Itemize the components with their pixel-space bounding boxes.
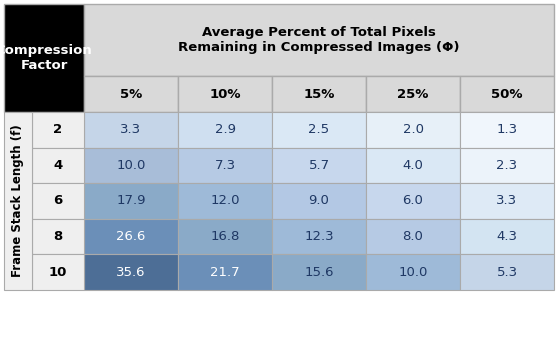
Bar [84, 4, 554, 76]
Bar [32, 148, 84, 183]
Text: 21.7: 21.7 [210, 266, 240, 279]
Bar [366, 148, 460, 183]
Bar [178, 76, 272, 112]
Bar [178, 148, 272, 183]
Bar [272, 112, 366, 148]
Text: 8.0: 8.0 [402, 230, 424, 243]
Text: 10.0: 10.0 [398, 266, 427, 279]
Bar [84, 255, 178, 290]
Bar [32, 255, 84, 290]
Bar [460, 148, 554, 183]
Text: 6.0: 6.0 [402, 194, 424, 207]
Bar [84, 112, 178, 148]
Bar [32, 219, 84, 255]
Bar [460, 183, 554, 219]
Bar [272, 255, 366, 290]
Bar [460, 255, 554, 290]
Text: 2.3: 2.3 [497, 159, 518, 172]
Bar [272, 76, 366, 112]
Bar [84, 76, 178, 112]
Text: Average Percent of Total Pixels
Remaining in Compressed Images (Φ): Average Percent of Total Pixels Remainin… [178, 26, 460, 54]
Bar [178, 255, 272, 290]
Text: 2.5: 2.5 [309, 123, 330, 136]
Text: 9.0: 9.0 [309, 194, 329, 207]
Text: 12.0: 12.0 [210, 194, 240, 207]
Text: 6: 6 [54, 194, 62, 207]
Text: 15.6: 15.6 [304, 266, 334, 279]
Text: Compression
Factor: Compression Factor [0, 44, 93, 72]
Text: 3.3: 3.3 [497, 194, 518, 207]
Text: 10: 10 [49, 266, 67, 279]
Text: 4.3: 4.3 [497, 230, 517, 243]
Bar [178, 183, 272, 219]
Text: 8: 8 [54, 230, 62, 243]
Bar [366, 255, 460, 290]
Bar [366, 112, 460, 148]
Bar [366, 219, 460, 255]
Text: 15%: 15% [304, 87, 335, 101]
Text: Frame Stack Length (f): Frame Stack Length (f) [12, 125, 25, 278]
Bar [366, 76, 460, 112]
Text: 26.6: 26.6 [116, 230, 146, 243]
Bar [32, 112, 84, 148]
Bar [32, 183, 84, 219]
Bar [272, 148, 366, 183]
Text: 10.0: 10.0 [116, 159, 146, 172]
Text: 4: 4 [54, 159, 62, 172]
Bar [460, 112, 554, 148]
Text: 5%: 5% [120, 87, 142, 101]
Bar [4, 112, 32, 290]
Text: 16.8: 16.8 [210, 230, 240, 243]
Text: 4.0: 4.0 [402, 159, 424, 172]
Bar [460, 76, 554, 112]
Text: 50%: 50% [491, 87, 523, 101]
Bar [366, 183, 460, 219]
Bar [84, 148, 178, 183]
Text: 2.0: 2.0 [402, 123, 424, 136]
Bar [272, 183, 366, 219]
Text: 35.6: 35.6 [116, 266, 146, 279]
Text: 10%: 10% [209, 87, 240, 101]
Text: 5.3: 5.3 [497, 266, 518, 279]
Text: 5.7: 5.7 [309, 159, 330, 172]
Text: 25%: 25% [397, 87, 429, 101]
Text: 7.3: 7.3 [214, 159, 235, 172]
Text: 12.3: 12.3 [304, 230, 334, 243]
Bar [178, 112, 272, 148]
Text: 2.9: 2.9 [214, 123, 235, 136]
Text: 3.3: 3.3 [121, 123, 142, 136]
Bar [460, 219, 554, 255]
Bar [84, 183, 178, 219]
Bar [272, 219, 366, 255]
Bar [178, 219, 272, 255]
Bar [4, 4, 84, 112]
Text: 17.9: 17.9 [116, 194, 146, 207]
Bar [84, 219, 178, 255]
Text: 2: 2 [54, 123, 62, 136]
Text: 1.3: 1.3 [497, 123, 518, 136]
